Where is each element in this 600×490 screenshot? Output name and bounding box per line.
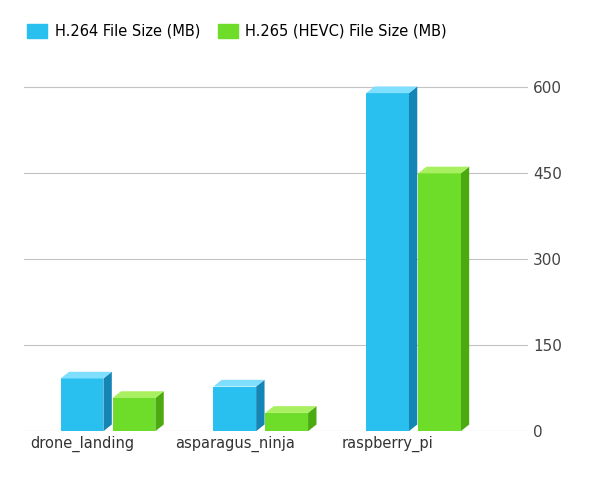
- Polygon shape: [61, 372, 112, 378]
- Polygon shape: [155, 392, 164, 431]
- Polygon shape: [103, 372, 112, 431]
- Polygon shape: [214, 380, 265, 387]
- Polygon shape: [214, 387, 256, 431]
- Polygon shape: [113, 398, 155, 431]
- Polygon shape: [61, 378, 103, 431]
- Polygon shape: [409, 86, 417, 431]
- Polygon shape: [418, 167, 469, 173]
- Polygon shape: [366, 93, 409, 431]
- Polygon shape: [418, 173, 461, 431]
- Polygon shape: [366, 86, 417, 93]
- Legend: H.264 File Size (MB), H.265 (HEVC) File Size (MB): H.264 File Size (MB), H.265 (HEVC) File …: [21, 18, 453, 45]
- Polygon shape: [461, 167, 469, 431]
- Polygon shape: [256, 380, 265, 431]
- Polygon shape: [308, 406, 316, 431]
- Polygon shape: [113, 392, 164, 398]
- Polygon shape: [265, 406, 316, 413]
- Polygon shape: [265, 413, 308, 431]
